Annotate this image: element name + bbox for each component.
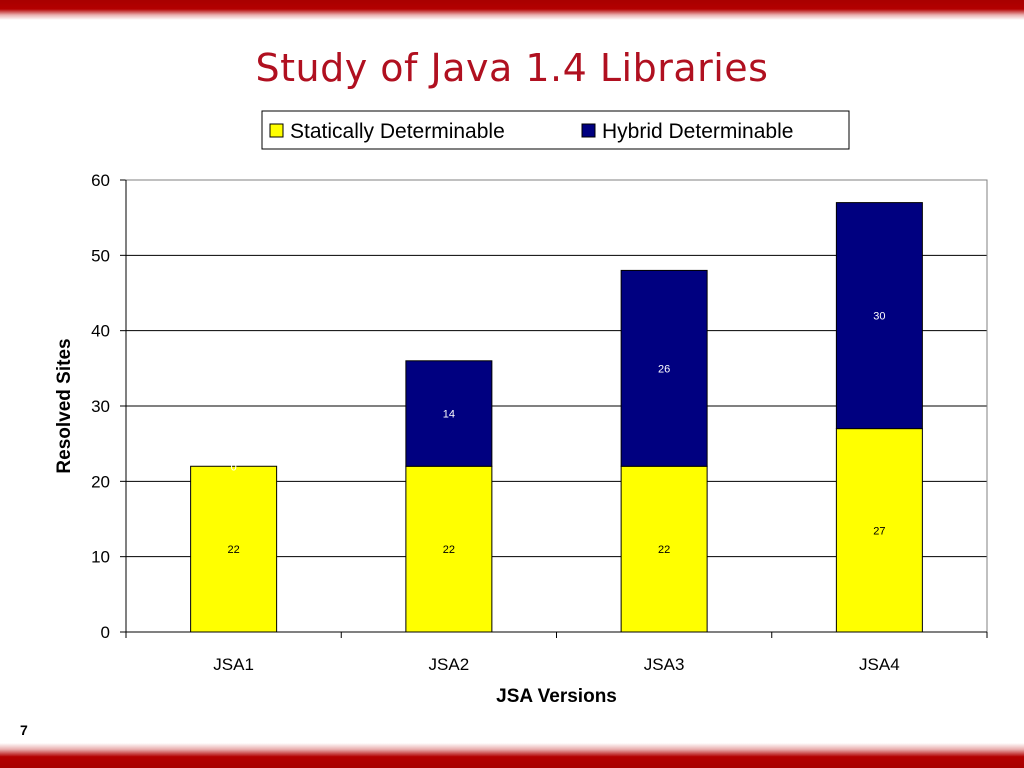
y-tick-label: 10	[91, 548, 110, 567]
data-label: 27	[873, 525, 885, 537]
y-tick-label: 20	[91, 472, 110, 491]
legend-label: Hybrid Determinable	[602, 120, 793, 143]
data-label: 30	[873, 311, 885, 323]
data-label: 22	[228, 544, 240, 556]
legend-swatch	[581, 123, 596, 138]
bar-segment	[620, 269, 708, 467]
bar-segment	[405, 360, 493, 467]
x-tick-label: JSA3	[644, 655, 685, 674]
y-tick-label: 50	[91, 246, 110, 265]
x-tick-label: JSA1	[213, 655, 254, 674]
legend-box	[261, 110, 850, 150]
bar-segment	[405, 465, 493, 633]
y-tick-label: 0	[101, 623, 110, 642]
slide-number: 7	[20, 722, 28, 738]
y-tick-label: 60	[91, 171, 110, 190]
y-tick-label: 40	[91, 322, 110, 341]
x-tick-label: JSA4	[859, 655, 900, 674]
bar-segment	[620, 465, 708, 633]
legend-label: Statically Determinable	[290, 120, 505, 143]
bar-segment	[190, 465, 278, 633]
y-axis-title: Resolved Sites	[54, 338, 75, 473]
data-label: 22	[443, 544, 455, 556]
data-label: 0	[231, 461, 237, 473]
data-label: 26	[658, 363, 670, 375]
y-tick-label: 30	[91, 397, 110, 416]
legend-swatch	[269, 123, 284, 138]
top-banner	[0, 0, 1024, 20]
data-label: 22	[658, 544, 670, 556]
x-axis-title: JSA Versions	[496, 686, 617, 707]
bottom-banner	[0, 743, 1024, 768]
slide-title: Study of Java 1.4 Libraries	[255, 46, 769, 90]
bar-segment	[835, 202, 923, 430]
data-label: 14	[443, 409, 455, 421]
x-tick-label: JSA2	[429, 655, 470, 674]
